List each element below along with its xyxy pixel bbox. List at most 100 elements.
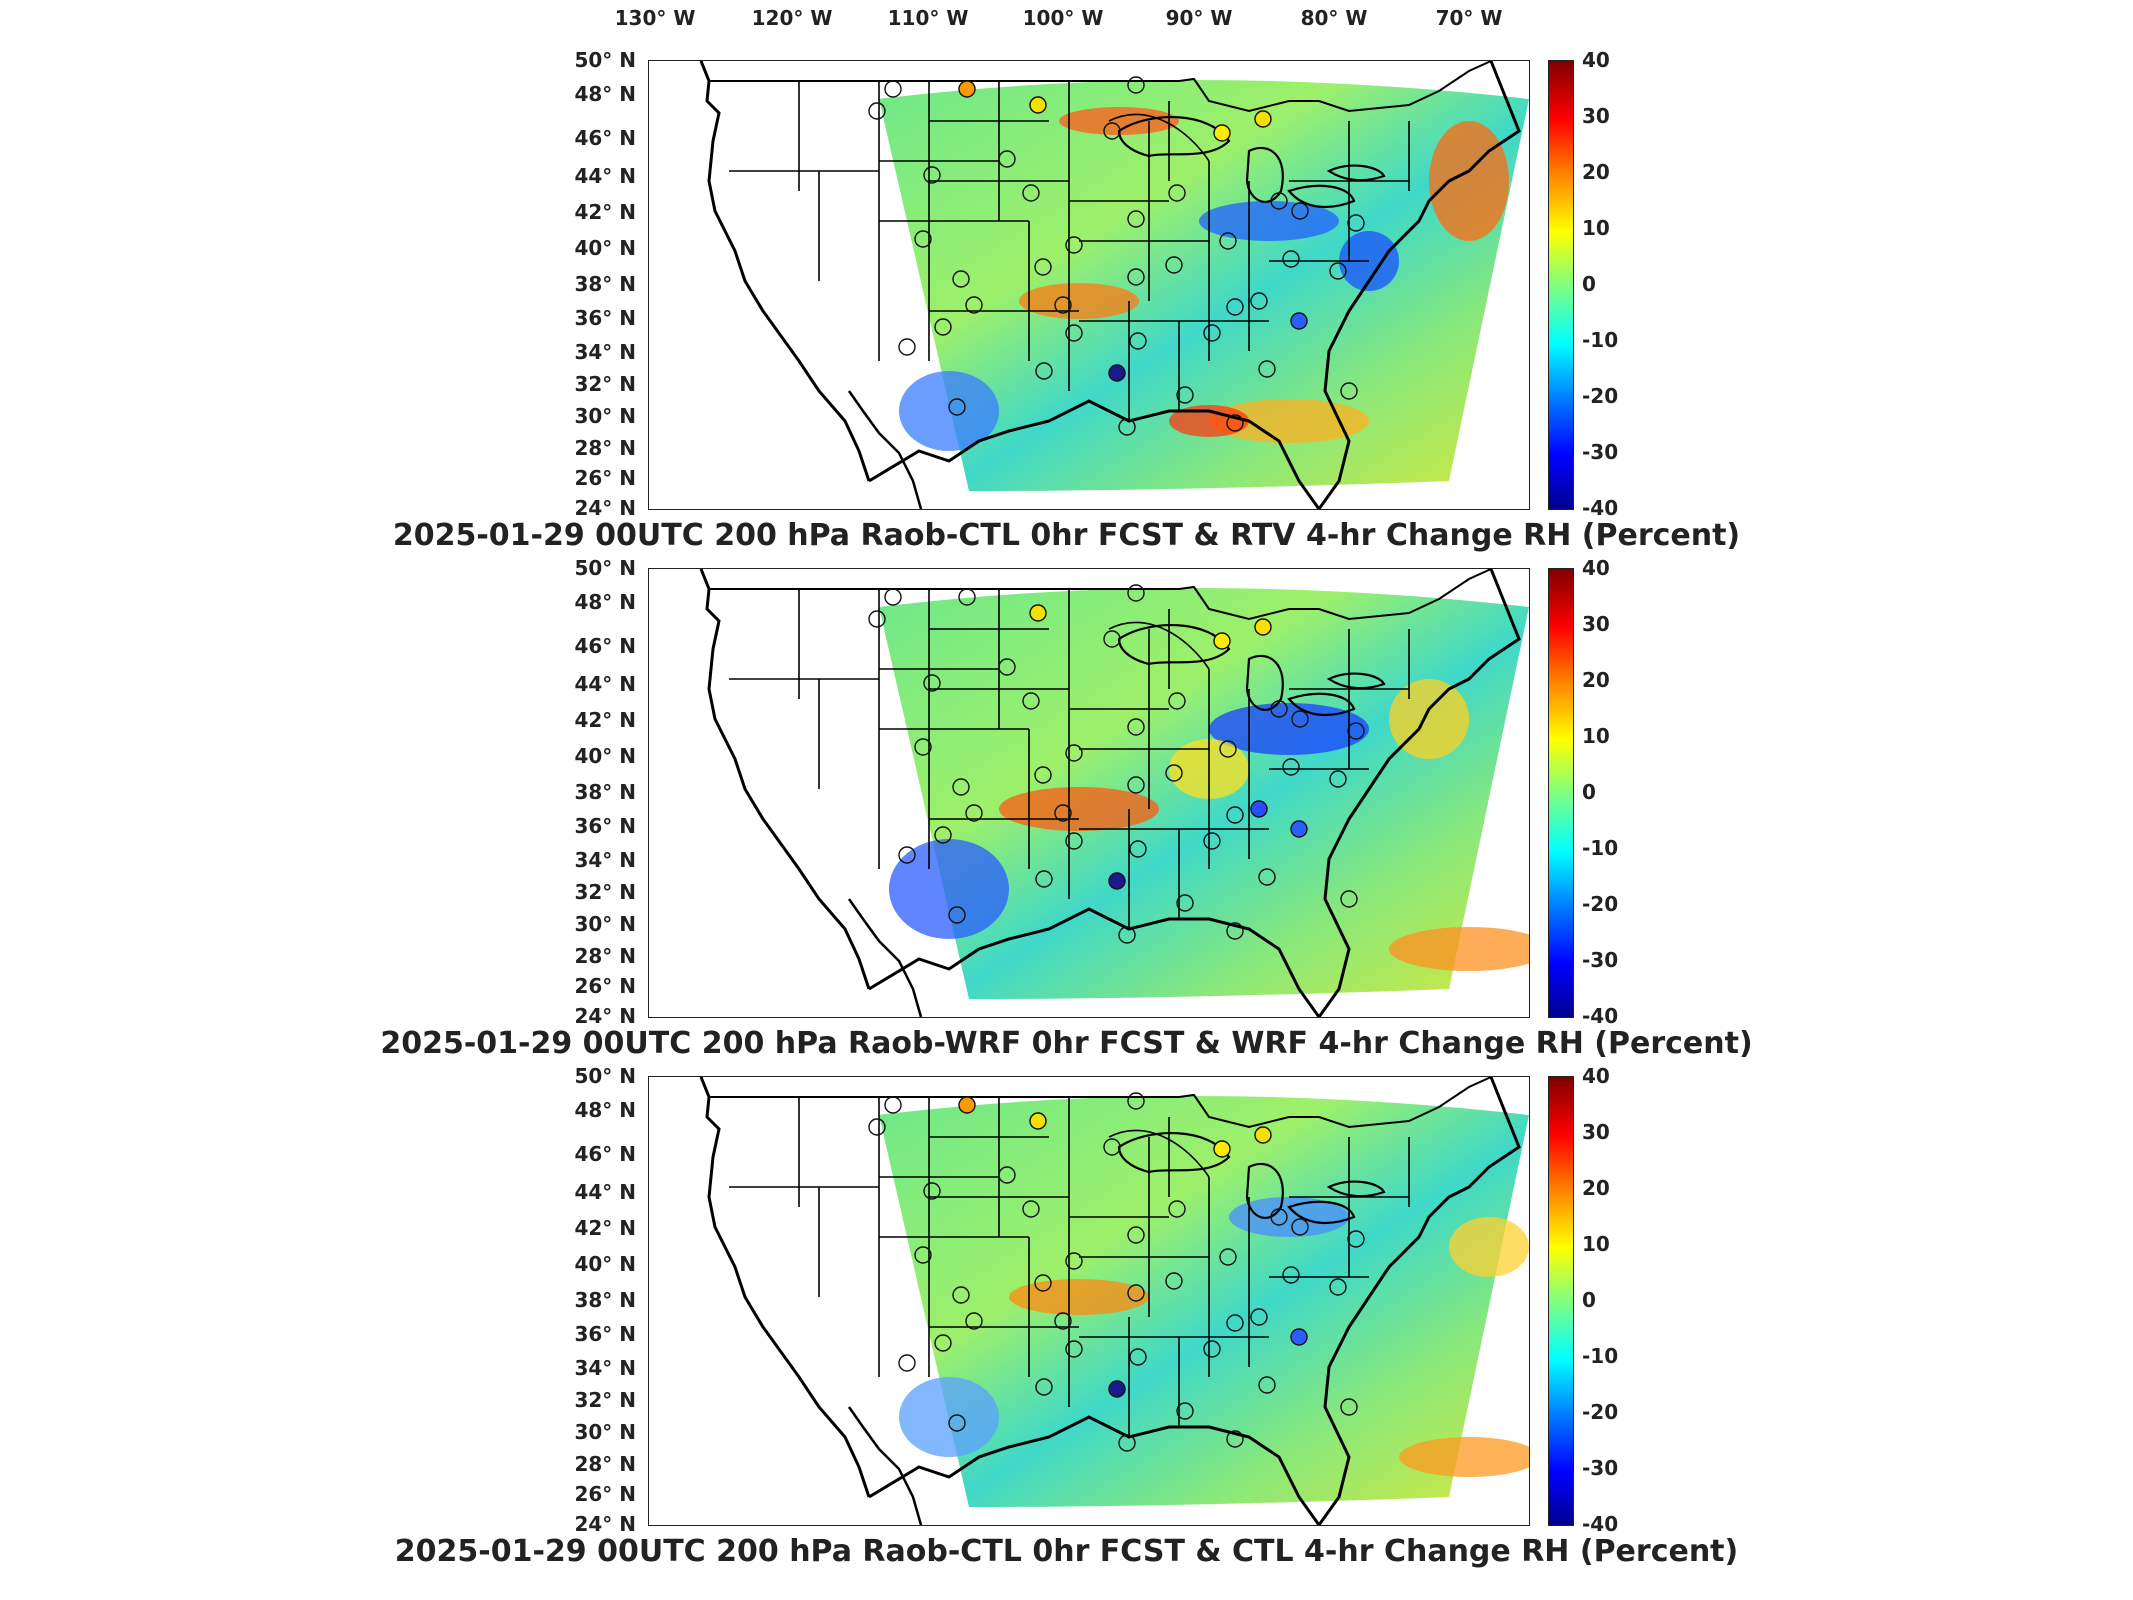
raob-station-marker (1282, 758, 1300, 776)
lat-label: 30° N (574, 1420, 636, 1444)
colorbar-tick-label: 30 (1582, 612, 1610, 636)
raob-station-marker (1022, 184, 1040, 202)
rh-field-anomaly (1209, 399, 1369, 443)
raob-station-marker (1118, 1434, 1136, 1452)
rh-field-anomaly (1389, 927, 1529, 971)
raob-station-marker (923, 166, 941, 184)
lat-label: 24° N (574, 1512, 636, 1536)
colorbar-tick-label: -20 (1582, 384, 1619, 408)
state-boundary (1108, 1129, 1210, 1178)
great-lake-outline (1326, 164, 1386, 182)
raob-station-marker (1034, 258, 1052, 276)
raob-station-marker (1176, 386, 1194, 404)
rh-field-domain (879, 1096, 1529, 1507)
lat-label: 36° N (574, 306, 636, 330)
raob-station-marker (952, 778, 970, 796)
lat-label: 24° N (574, 496, 636, 520)
west-coastline (699, 61, 871, 482)
rh-field-anomaly (899, 371, 999, 451)
panel-title: 2025-01-29 00UTC 200 hPa Raob-CTL 0hr FC… (394, 1534, 1739, 1569)
raob-station-marker (1219, 740, 1237, 758)
rh-field-anomaly (1019, 283, 1139, 319)
lat-label: 26° N (574, 974, 636, 998)
rh-change-map (699, 1077, 1529, 1525)
raob-station-marker (868, 610, 886, 628)
lat-label: 36° N (574, 1322, 636, 1346)
great-lake-outline (1245, 146, 1284, 203)
lat-label: 40° N (574, 236, 636, 260)
raob-station-marker (914, 230, 932, 248)
raob-station-marker (1103, 1138, 1121, 1156)
raob-station-marker (1054, 804, 1072, 822)
raob-station-marker (1219, 232, 1237, 250)
colorbar-tick-label: 10 (1582, 216, 1610, 240)
lat-label: 40° N (574, 1252, 636, 1276)
colorbar-tick-label: 0 (1582, 1288, 1596, 1312)
raob-station-marker (1129, 840, 1147, 858)
colorbar-tick-label: -30 (1582, 1456, 1619, 1480)
lat-label: 34° N (574, 340, 636, 364)
raob-station-marker (1127, 1284, 1145, 1302)
lon-label: 80° W (1300, 6, 1368, 30)
raob-station-marker (1065, 1340, 1083, 1358)
raob-station-marker (1065, 324, 1083, 342)
raob-station-marker (958, 588, 976, 606)
raob-station-marker (898, 338, 916, 356)
raob-station-marker (1054, 1312, 1072, 1330)
lat-label: 48° N (574, 590, 636, 614)
raob-station-marker (1226, 806, 1244, 824)
raob-station-marker (1176, 894, 1194, 912)
west-coastline (699, 1077, 871, 1498)
colorbar-tick-label: -10 (1582, 836, 1619, 860)
raob-station-marker (1347, 214, 1365, 232)
great-lake-outline (1117, 116, 1231, 158)
raob-station-marker (1065, 236, 1083, 254)
colorbar-tick-label: 0 (1582, 272, 1596, 296)
raob-station-marker (1168, 184, 1186, 202)
rh-field-domain (879, 80, 1529, 491)
colorbar-tick-label: 10 (1582, 1232, 1610, 1256)
great-lake-outline (1287, 692, 1356, 716)
colorbar-tick-label: 0 (1582, 780, 1596, 804)
raob-station-marker (1165, 1272, 1183, 1290)
lat-label: 34° N (574, 848, 636, 872)
raob-station-marker (1258, 1376, 1276, 1394)
great-lake-outline (1326, 672, 1386, 690)
colorbar-tick-label: -10 (1582, 328, 1619, 352)
rh-field-anomaly (1399, 1437, 1529, 1477)
rh-field-anomaly (1429, 121, 1509, 241)
raob-station-marker (1165, 256, 1183, 274)
raob-station-marker (1108, 1380, 1126, 1398)
east-coastline (1317, 1077, 1521, 1525)
lat-label: 30° N (574, 912, 636, 936)
lat-label: 28° N (574, 436, 636, 460)
raob-station-marker (1329, 262, 1347, 280)
raob-station-marker (1213, 1140, 1231, 1158)
lat-label: 40° N (574, 744, 636, 768)
raob-station-marker (1034, 766, 1052, 784)
map-plot-area (648, 568, 1530, 1018)
rh-field-anomaly (889, 839, 1009, 939)
rh-field-anomaly (899, 1377, 999, 1457)
raob-station-marker (1129, 332, 1147, 350)
raob-station-marker (1270, 700, 1288, 718)
raob-station-marker (1029, 96, 1047, 114)
map-plot-area (648, 60, 1530, 510)
raob-station-marker (1065, 832, 1083, 850)
raob-station-marker (1103, 630, 1121, 648)
raob-station-marker (1035, 362, 1053, 380)
raob-station-marker (1203, 1340, 1221, 1358)
colorbar-tick-label: -30 (1582, 440, 1619, 464)
lat-label: 24° N (574, 1004, 636, 1028)
raob-station-marker (1127, 584, 1145, 602)
raob-station-marker (1250, 800, 1268, 818)
raob-station-marker (1168, 692, 1186, 710)
raob-station-marker (1127, 776, 1145, 794)
raob-station-marker (1329, 1278, 1347, 1296)
map-plot-area (648, 1076, 1530, 1526)
colorbar-tick-label: -30 (1582, 948, 1619, 972)
lon-label: 120° W (751, 6, 833, 30)
great-lake-outline (1117, 1132, 1231, 1174)
raob-station-marker (1213, 124, 1231, 142)
raob-station-marker (1291, 1218, 1309, 1236)
